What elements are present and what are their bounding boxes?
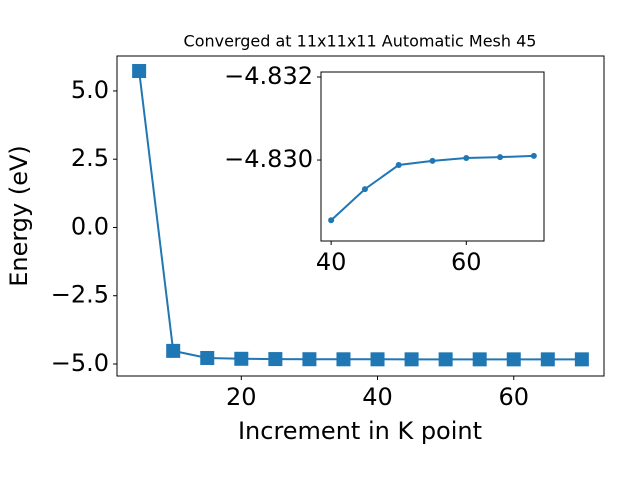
marker (268, 352, 283, 367)
marker (328, 217, 335, 224)
y-tick-label: 5.0 (71, 76, 109, 104)
marker (336, 352, 351, 367)
marker (438, 352, 453, 367)
x-tick-label: 20 (226, 383, 257, 411)
x-tick-label: 40 (362, 383, 393, 411)
marker (370, 352, 385, 367)
marker (200, 350, 215, 365)
marker (574, 352, 589, 367)
chart-title: Converged at 11x11x11 Automatic Mesh 45 (184, 32, 537, 51)
marker (429, 157, 436, 164)
y-tick-label: −4.832 (224, 62, 313, 90)
y-tick-label: −2.5 (51, 281, 109, 309)
y-axis-label: Energy (eV) (5, 145, 33, 287)
y-tick-label: −5.0 (51, 349, 109, 377)
marker (404, 352, 419, 367)
x-tick-label: 60 (498, 383, 529, 411)
marker (530, 152, 537, 159)
marker (463, 154, 470, 161)
x-tick-label: 60 (451, 248, 482, 276)
y-tick-label: 2.5 (71, 144, 109, 172)
marker (302, 352, 317, 367)
marker (497, 154, 504, 161)
marker (132, 64, 147, 79)
marker (234, 351, 249, 366)
marker (472, 352, 487, 367)
marker (361, 186, 368, 193)
marker (506, 352, 521, 367)
y-tick-label: −4.830 (224, 145, 313, 173)
x-axis-label: Increment in K point (238, 417, 482, 445)
marker (166, 343, 181, 358)
marker (395, 162, 402, 169)
y-tick-label: 0.0 (71, 212, 109, 240)
marker (540, 352, 555, 367)
x-tick-label: 40 (316, 248, 347, 276)
